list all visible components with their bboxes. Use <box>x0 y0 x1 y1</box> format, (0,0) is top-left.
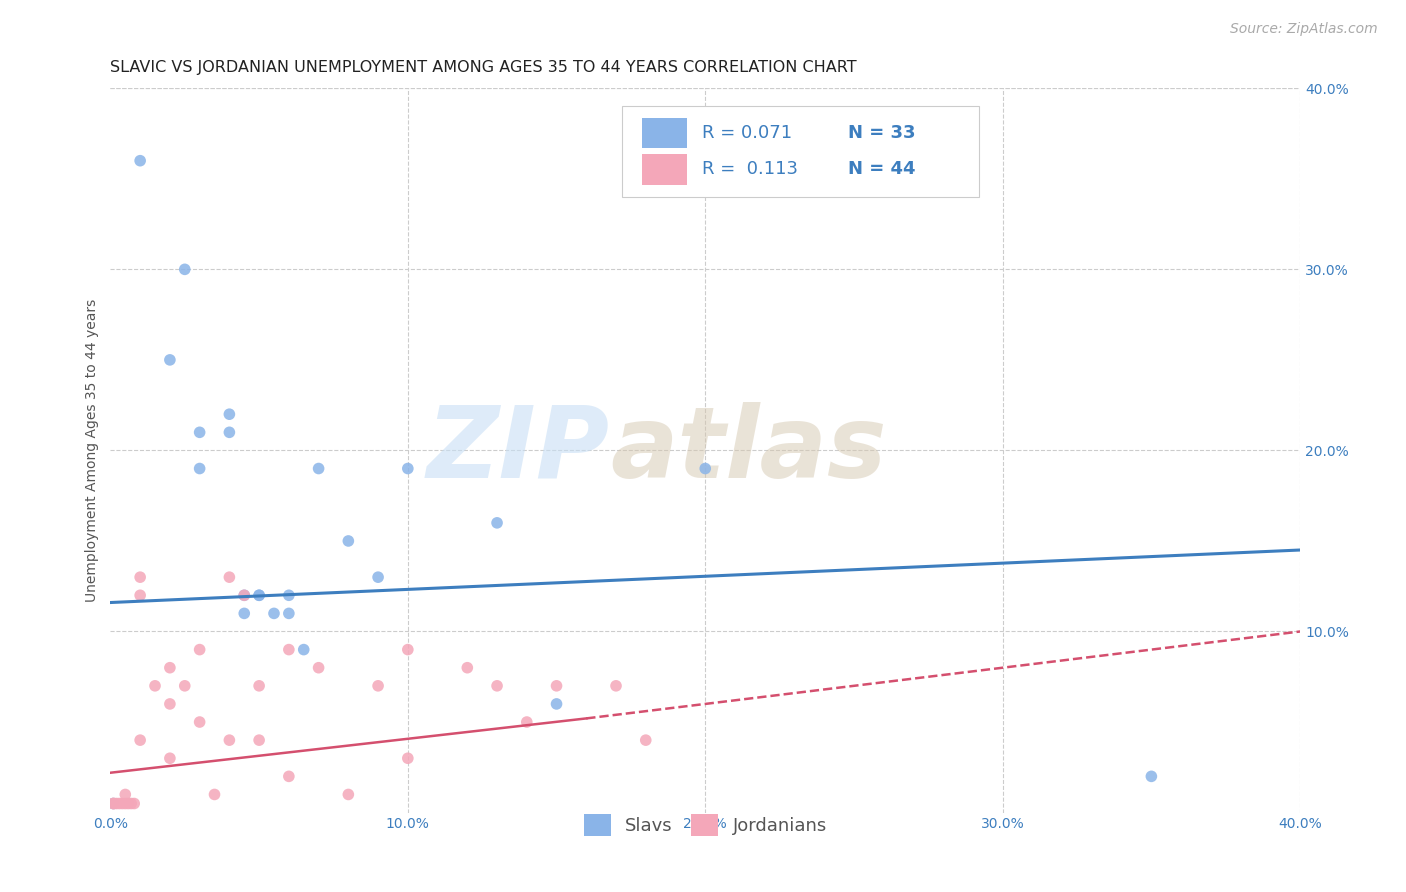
Point <box>117 797 139 811</box>
Point <box>396 461 419 475</box>
Point <box>173 679 195 693</box>
Point <box>277 769 299 783</box>
Point <box>634 733 657 747</box>
Point <box>188 642 211 657</box>
Y-axis label: Unemployment Among Ages 35 to 44 years: Unemployment Among Ages 35 to 44 years <box>86 299 100 602</box>
Point <box>605 679 627 693</box>
Point <box>218 570 240 584</box>
Point <box>277 607 299 621</box>
FancyBboxPatch shape <box>621 106 979 197</box>
Point <box>204 788 226 802</box>
Point <box>188 425 211 440</box>
Bar <box>643 154 688 185</box>
Point <box>105 797 128 811</box>
Point <box>218 425 240 440</box>
Text: atlas: atlas <box>610 402 887 499</box>
Point <box>111 797 134 811</box>
Point <box>159 697 181 711</box>
Point <box>218 733 240 747</box>
Point <box>108 797 131 811</box>
Text: N = 33: N = 33 <box>848 124 915 142</box>
Bar <box>643 118 688 148</box>
Point <box>486 516 509 530</box>
Point <box>367 679 389 693</box>
Point <box>516 714 538 729</box>
Point <box>129 570 152 584</box>
Point <box>122 797 145 811</box>
Point <box>277 588 299 602</box>
Text: SLAVIC VS JORDANIAN UNEMPLOYMENT AMONG AGES 35 TO 44 YEARS CORRELATION CHART: SLAVIC VS JORDANIAN UNEMPLOYMENT AMONG A… <box>111 60 858 75</box>
Text: R =  0.113: R = 0.113 <box>702 161 797 178</box>
Point <box>277 642 299 657</box>
Point <box>396 642 419 657</box>
Point <box>486 679 509 693</box>
Point <box>367 570 389 584</box>
Point <box>129 588 152 602</box>
Point <box>120 797 142 811</box>
Point <box>396 751 419 765</box>
Point <box>247 679 270 693</box>
Point <box>103 797 125 811</box>
Point <box>114 788 136 802</box>
Text: N = 44: N = 44 <box>848 161 915 178</box>
Point <box>247 588 270 602</box>
Legend: Slavs, Jordanians: Slavs, Jordanians <box>576 807 834 843</box>
Point <box>233 588 256 602</box>
Point <box>337 533 360 548</box>
Text: Source: ZipAtlas.com: Source: ZipAtlas.com <box>1230 22 1378 37</box>
Point <box>247 733 270 747</box>
Point <box>1140 769 1163 783</box>
Point <box>129 733 152 747</box>
Text: R = 0.071: R = 0.071 <box>702 124 792 142</box>
Point <box>546 679 568 693</box>
Point <box>143 679 166 693</box>
Point <box>159 661 181 675</box>
Point <box>233 607 256 621</box>
Point <box>337 788 360 802</box>
Point <box>188 714 211 729</box>
Text: ZIP: ZIP <box>427 402 610 499</box>
Point <box>233 588 256 602</box>
Point <box>263 607 285 621</box>
Point <box>546 697 568 711</box>
Point <box>129 153 152 168</box>
Point <box>218 407 240 421</box>
Point <box>188 461 211 475</box>
Point <box>173 262 195 277</box>
Point <box>695 461 717 475</box>
Point <box>103 797 125 811</box>
Point <box>308 661 330 675</box>
Point <box>308 461 330 475</box>
Point <box>292 642 315 657</box>
Point <box>159 751 181 765</box>
Point <box>159 352 181 367</box>
Point <box>103 797 125 811</box>
Point <box>456 661 478 675</box>
Point <box>247 588 270 602</box>
Point <box>114 797 136 811</box>
